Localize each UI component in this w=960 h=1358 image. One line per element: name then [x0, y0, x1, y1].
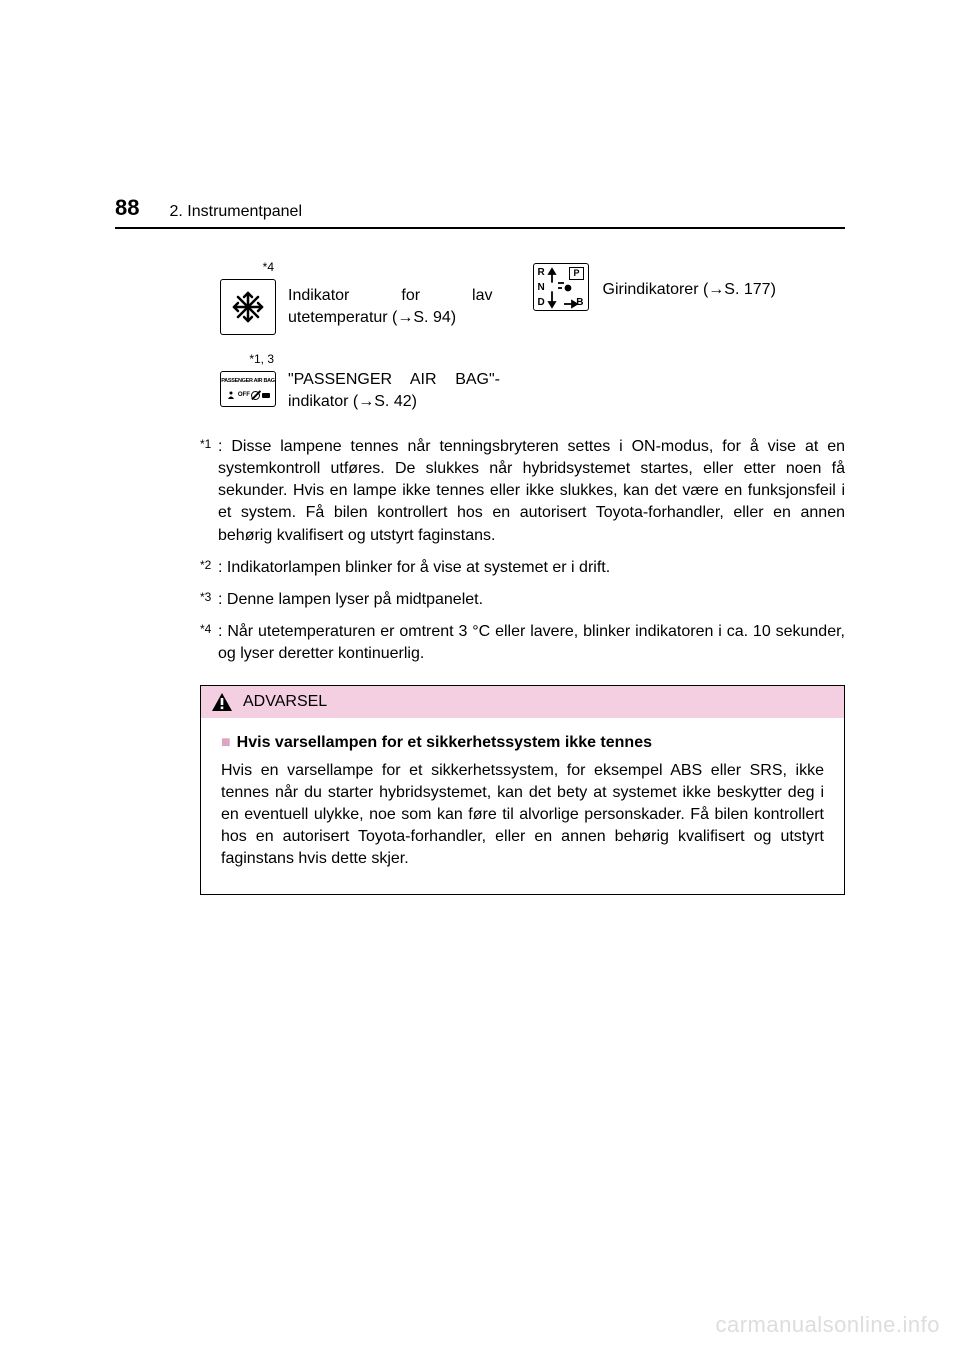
- indicator-row: *4: [220, 263, 845, 335]
- indicator-desc: Indikator for lav utetemperatur (→S. 94): [288, 263, 493, 328]
- warning-icon: [211, 692, 233, 712]
- indicator-cell: R N D B P: [533, 263, 806, 311]
- footnote-sup: *1: [200, 436, 218, 546]
- icon-column: *1, 3 PASSENGER AIR BAG OFF: [220, 355, 276, 407]
- indicator-table: *4: [220, 263, 845, 412]
- indicator-desc: "PASSENGER AIR BAG"-indikator (→S. 42): [288, 355, 500, 412]
- airbag-off-label: OFF: [238, 392, 250, 398]
- page-number: 88: [115, 195, 139, 221]
- footnote: *1 : Disse lampene tennes når tenningsbr…: [200, 436, 845, 546]
- indicator-desc: Girindikatorer (→S. 177): [603, 263, 776, 301]
- footnote-text: : Denne lampen lyser på midtpanelet.: [218, 589, 845, 611]
- indicator-row: *1, 3 PASSENGER AIR BAG OFF "PASSENGER A…: [220, 355, 845, 412]
- footnote: *3 : Denne lampen lyser på midtpanelet.: [200, 589, 845, 611]
- warning-callout: ADVARSEL ■ Hvis varsellampen for et sikk…: [200, 685, 845, 895]
- indicator-cell: *4: [220, 263, 493, 335]
- airbag-icon: PASSENGER AIR BAG OFF: [220, 371, 276, 407]
- indicator-cell: *1, 3 PASSENGER AIR BAG OFF "PASSENGER A…: [220, 355, 500, 412]
- page-header: 88 2. Instrumentpanel: [115, 195, 845, 229]
- footnote-sup: *3: [200, 589, 218, 611]
- callout-body: ■ Hvis varsellampen for et sikkerhetssys…: [201, 718, 844, 894]
- footnote-marker: *1, 3: [249, 352, 274, 366]
- footnote-text: : Indikatorlampen blinker for å vise at …: [218, 557, 845, 579]
- footnotes: *1 : Disse lampene tennes når tenningsbr…: [200, 436, 845, 665]
- section-title: 2. Instrumentpanel: [169, 203, 302, 221]
- snowflake-icon: [220, 279, 276, 335]
- callout-title: ADVARSEL: [243, 693, 327, 711]
- callout-subtitle-row: ■ Hvis varsellampen for et sikkerhetssys…: [221, 732, 824, 754]
- watermark: carmanualsonline.info: [715, 1312, 940, 1338]
- callout-text: Hvis en varsellampe for et sikkerhetssys…: [221, 760, 824, 870]
- document-page: 88 2. Instrumentpanel *4: [0, 0, 960, 895]
- footnote: *2 : Indikatorlampen blinker for å vise …: [200, 557, 845, 579]
- footnote-sup: *2: [200, 557, 218, 579]
- icon-column: *4: [220, 263, 276, 335]
- icon-column: R N D B P: [533, 263, 591, 311]
- footnote-text: : Disse lampene tennes når tenningsbryte…: [218, 436, 845, 546]
- callout-header: ADVARSEL: [201, 686, 844, 718]
- footnote-text: : Når utetemperaturen er omtrent 3 °C el…: [218, 621, 845, 665]
- square-marker-icon: ■: [221, 732, 231, 754]
- footnote-marker: *4: [263, 260, 274, 274]
- footnote: *4 : Når utetemperaturen er omtrent 3 °C…: [200, 621, 845, 665]
- airbag-label: PASSENGER AIR BAG: [221, 378, 275, 384]
- footnote-sup: *4: [200, 621, 218, 665]
- airbag-off-icon: [251, 391, 260, 400]
- gear-icon: R N D B P: [533, 263, 589, 311]
- airbag-symbols: OFF: [221, 389, 275, 401]
- callout-subtitle: Hvis varsellampen for et sikkerhetssyste…: [237, 732, 652, 754]
